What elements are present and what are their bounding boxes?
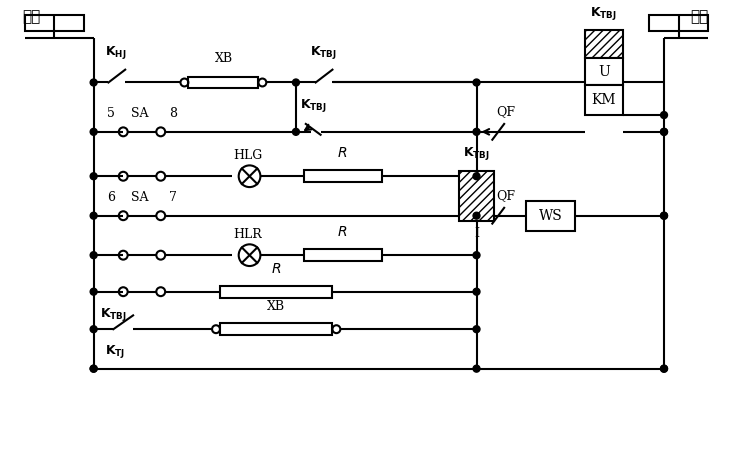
Circle shape [473,365,480,372]
Text: $\mathbf{K_{TBJ}}$: $\mathbf{K_{TBJ}}$ [100,305,126,322]
Text: $\mathbf{K_{HJ}}$: $\mathbf{K_{HJ}}$ [105,44,126,61]
Circle shape [90,173,97,180]
Circle shape [661,128,667,135]
Bar [189,77,259,88]
Text: QF: QF [496,105,515,118]
Bar [585,30,623,58]
Circle shape [90,79,97,86]
Circle shape [473,326,480,333]
Text: 7: 7 [169,191,176,204]
Text: $\mathbf{K_{TBJ}}$: $\mathbf{K_{TBJ}}$ [463,145,490,163]
Text: $\mathbf{K_{TJ}}$: $\mathbf{K_{TJ}}$ [105,343,126,360]
Circle shape [661,212,667,219]
Circle shape [661,112,667,119]
Text: $R$: $R$ [337,146,347,160]
Text: $\mathbf{K_{TBJ}}$: $\mathbf{K_{TBJ}}$ [591,5,617,22]
Text: SA: SA [131,191,148,204]
Text: QF: QF [496,189,515,202]
Text: XB: XB [267,300,285,313]
Text: $\mathbf{K_{TBJ}}$: $\mathbf{K_{TBJ}}$ [310,44,337,61]
Circle shape [661,212,667,219]
Text: 6: 6 [107,191,115,204]
Circle shape [90,212,97,219]
Text: I: I [474,227,479,240]
Text: WS: WS [539,209,562,223]
Bar [585,85,623,115]
Circle shape [90,128,97,135]
Circle shape [473,212,480,219]
Bar [459,172,494,220]
Text: $\mathbf{K_{TBJ}}$: $\mathbf{K_{TBJ}}$ [300,97,327,114]
Bar [220,286,333,298]
Text: KM: KM [591,93,616,107]
Text: 5: 5 [107,107,115,120]
Circle shape [473,79,480,86]
Bar [25,15,84,31]
Circle shape [292,79,300,86]
Circle shape [473,173,480,180]
Bar [526,201,575,230]
Circle shape [90,326,97,333]
Circle shape [473,288,480,295]
Circle shape [661,365,667,372]
Circle shape [473,252,480,259]
Circle shape [90,365,97,372]
Circle shape [90,365,97,372]
Text: U: U [598,65,610,79]
Text: HLG: HLG [234,150,263,163]
Text: HLR: HLR [234,229,262,242]
Text: XB: XB [215,52,233,65]
Circle shape [90,288,97,295]
Circle shape [661,128,667,135]
Text: 负极: 负极 [690,9,708,24]
Text: 8: 8 [169,107,177,120]
Bar [304,249,382,261]
Circle shape [90,252,97,259]
Circle shape [292,128,300,135]
Bar [585,58,623,85]
Bar [220,323,333,335]
Text: $R$: $R$ [337,225,347,239]
Circle shape [473,128,480,135]
Bar [649,15,708,31]
Text: $R$: $R$ [271,262,281,276]
Text: SA: SA [131,107,148,120]
Text: 正极: 正极 [23,9,41,24]
Bar [304,170,382,182]
Circle shape [661,365,667,372]
